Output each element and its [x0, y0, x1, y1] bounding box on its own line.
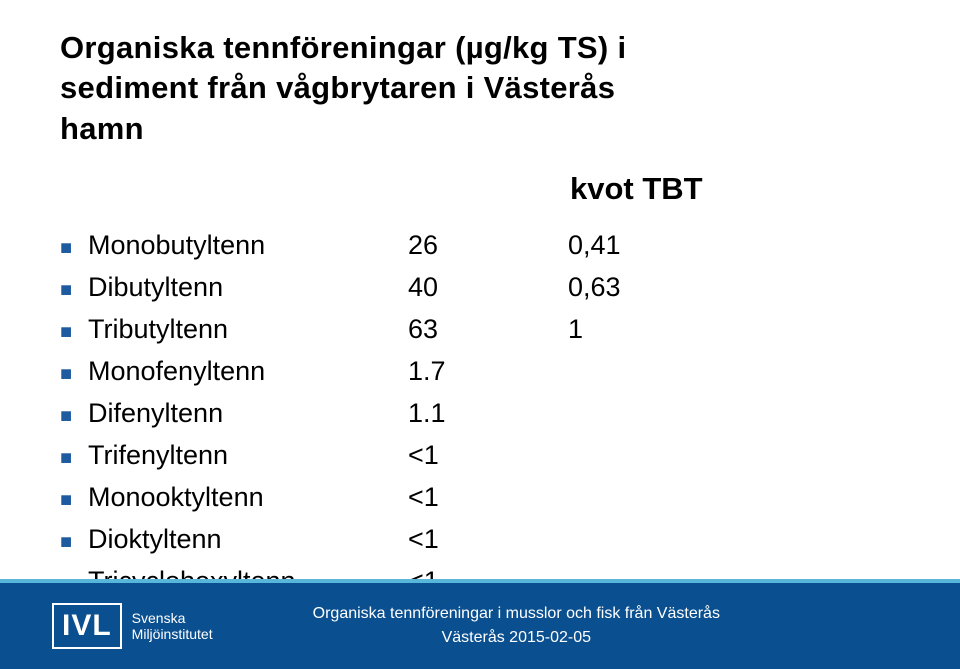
compound-name: Dioktyltenn [88, 519, 408, 561]
footer-line2: Västerås 2015-02-05 [213, 629, 820, 647]
compound-name: Difenyltenn [88, 393, 408, 435]
kvot-label: kvot TBT [570, 171, 703, 207]
bullet-icon: ■ [60, 481, 88, 519]
tbt-ratio: 1 [568, 309, 583, 351]
list-item: ■Monobutyltenn260,41 [60, 225, 900, 267]
compound-name: Monobutyltenn [88, 225, 408, 267]
bullet-icon: ■ [60, 439, 88, 477]
bullet-icon: ■ [60, 229, 88, 267]
logo-text: Svenska Miljöinstitutet [132, 610, 213, 642]
compound-value: 26 [408, 225, 568, 267]
footer-center: Organiska tennföreningar i musslor och f… [213, 605, 960, 647]
title-line-2: sediment från vågbrytaren i Västerås [60, 70, 615, 105]
data-list: ■Monobutyltenn260,41■Dibutyltenn400,63■T… [60, 225, 900, 603]
bullet-icon: ■ [60, 523, 88, 561]
compound-value: 63 [408, 309, 568, 351]
kvot-header-row: kvot TBT [60, 171, 900, 207]
content-area: Organiska tennföreningar (µg/kg TS) i se… [0, 0, 960, 603]
bullet-icon: ■ [60, 313, 88, 351]
list-item: ■Trifenyltenn<1 [60, 435, 900, 477]
compound-value: 1.1 [408, 393, 568, 435]
compound-value: 40 [408, 267, 568, 309]
compound-value: 1.7 [408, 351, 568, 393]
list-item: ■Difenyltenn1.1 [60, 393, 900, 435]
logo-box: IVL [52, 603, 122, 649]
logo-area: IVL Svenska Miljöinstitutet [52, 603, 213, 649]
compound-value: <1 [408, 435, 568, 477]
bullet-icon: ■ [60, 397, 88, 435]
compound-name: Monooktyltenn [88, 477, 408, 519]
compound-value: <1 [408, 477, 568, 519]
tbt-ratio: 0,41 [568, 225, 621, 267]
logo-text-line2: Miljöinstitutet [132, 626, 213, 642]
tbt-ratio: 0,63 [568, 267, 621, 309]
title-line-3: hamn [60, 111, 144, 146]
bullet-icon: ■ [60, 355, 88, 393]
footer-main-bar: IVL Svenska Miljöinstitutet Organiska te… [0, 583, 960, 669]
compound-name: Trifenyltenn [88, 435, 408, 477]
list-item: ■Dioktyltenn<1 [60, 519, 900, 561]
logo-text-line1: Svenska [132, 610, 213, 626]
slide: Organiska tennföreningar (µg/kg TS) i se… [0, 0, 960, 669]
list-item: ■Monofenyltenn1.7 [60, 351, 900, 393]
compound-name: Dibutyltenn [88, 267, 408, 309]
slide-title: Organiska tennföreningar (µg/kg TS) i se… [60, 28, 900, 149]
list-item: ■Monooktyltenn<1 [60, 477, 900, 519]
compound-value: <1 [408, 519, 568, 561]
bullet-icon: ■ [60, 271, 88, 309]
list-item: ■Tributyltenn631 [60, 309, 900, 351]
compound-name: Monofenyltenn [88, 351, 408, 393]
footer: IVL Svenska Miljöinstitutet Organiska te… [0, 579, 960, 669]
compound-name: Tributyltenn [88, 309, 408, 351]
list-item: ■Dibutyltenn400,63 [60, 267, 900, 309]
footer-line1: Organiska tennföreningar i musslor och f… [213, 605, 820, 623]
title-line-1: Organiska tennföreningar (µg/kg TS) i [60, 30, 626, 65]
